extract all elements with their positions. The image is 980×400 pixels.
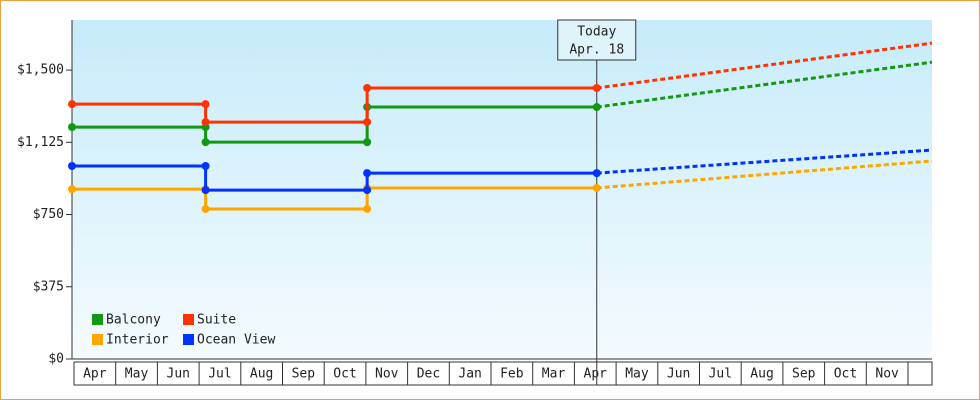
forecast-line (596, 148, 933, 175)
point (201, 100, 210, 109)
today-label: Apr. 18 (569, 43, 624, 58)
point (363, 186, 372, 195)
forecast-line (596, 159, 933, 190)
x-tick-label: Jul (208, 367, 231, 382)
x-tick-label: Dec (417, 367, 440, 382)
month-strip (73, 361, 933, 386)
point (363, 204, 372, 213)
x-tick-label: May (625, 367, 649, 382)
point (201, 162, 210, 171)
point (592, 103, 601, 112)
x-tick-label: Sep (292, 367, 316, 382)
point (201, 186, 210, 195)
forecast-line (596, 41, 933, 90)
point (363, 83, 372, 92)
legend-swatch (183, 314, 194, 325)
x-tick-label: Aug (250, 367, 273, 382)
legend-label: Ocean View (197, 333, 275, 348)
point (68, 123, 76, 132)
point (201, 138, 210, 147)
x-tick-label: Oct (333, 367, 356, 382)
y-tick-label: $375 (33, 279, 64, 294)
x-tick-label: May (125, 367, 149, 382)
point (201, 118, 210, 127)
legend-swatch (92, 334, 103, 345)
y-tick-label: $0 (48, 352, 64, 367)
x-tick-label: Oct (834, 367, 857, 382)
point (363, 138, 372, 147)
legend-swatch (92, 314, 103, 325)
point (363, 169, 372, 178)
point (201, 204, 210, 213)
today-box (557, 19, 637, 61)
point (592, 83, 601, 92)
forecast-line (596, 60, 933, 109)
y-tick-label: $1,500 (17, 63, 64, 78)
point (68, 185, 76, 194)
x-tick-label: Jan (458, 367, 481, 382)
x-tick-label: Apr (83, 367, 107, 382)
x-tick-label: Jul (709, 367, 732, 382)
point (68, 162, 76, 171)
legend-label: Balcony (106, 313, 161, 328)
point (592, 169, 601, 178)
y-tick-label: $1,125 (17, 135, 64, 150)
x-tick-label: Jun (167, 367, 190, 382)
today-label: Today (577, 25, 616, 40)
legend-label: Interior (106, 333, 169, 348)
x-tick-label: Aug (750, 367, 773, 382)
x-tick-label: Nov (875, 367, 899, 382)
point (592, 183, 601, 192)
x-tick-label: Mar (542, 367, 566, 382)
x-tick-label: Feb (500, 367, 524, 382)
point (68, 100, 76, 109)
x-tick-label: Jun (667, 367, 690, 382)
x-tick-label: Sep (792, 367, 816, 382)
legend-swatch (183, 334, 194, 345)
x-tick-label: Apr (584, 367, 608, 382)
legend-label: Suite (197, 313, 236, 328)
point (363, 118, 372, 127)
y-tick-label: $750 (33, 207, 64, 222)
x-tick-label: Nov (375, 367, 399, 382)
